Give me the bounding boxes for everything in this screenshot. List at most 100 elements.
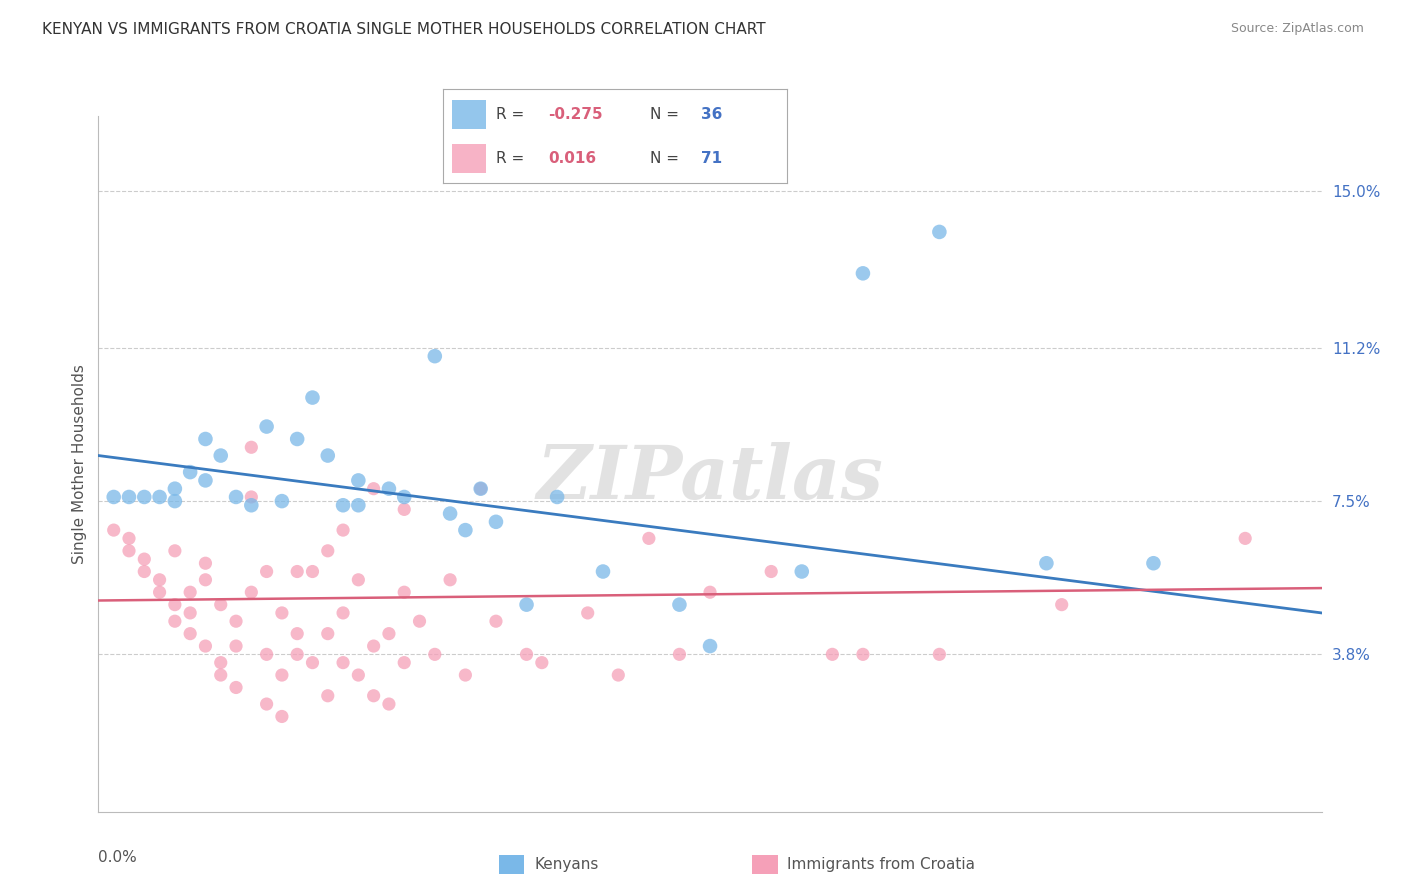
Bar — [451, 100, 486, 129]
Text: ZIPatlas: ZIPatlas — [537, 442, 883, 514]
Text: R =: R = — [496, 107, 524, 122]
Point — [316, 449, 339, 463]
Point — [149, 490, 172, 504]
Point — [179, 626, 201, 640]
Point — [270, 606, 294, 620]
Point — [118, 532, 141, 546]
Point — [392, 656, 416, 670]
Point — [240, 585, 263, 599]
Point — [546, 490, 568, 504]
Point — [225, 490, 247, 504]
Point — [149, 585, 172, 599]
Point — [225, 639, 247, 653]
Point — [637, 532, 661, 546]
Point — [928, 225, 950, 239]
Point — [470, 482, 492, 496]
Y-axis label: Single Mother Households: Single Mother Households — [72, 364, 87, 564]
Point — [285, 626, 308, 640]
Point — [1234, 532, 1257, 546]
Point — [194, 556, 217, 570]
Point — [179, 606, 201, 620]
Point — [225, 681, 247, 695]
Point — [439, 573, 461, 587]
Point — [592, 565, 614, 579]
Point — [852, 266, 875, 280]
Point — [363, 689, 385, 703]
Point — [378, 697, 401, 711]
Point — [194, 573, 217, 587]
Point — [179, 465, 201, 479]
Point — [256, 419, 278, 434]
Point — [301, 391, 323, 405]
Point — [256, 697, 278, 711]
Point — [103, 490, 125, 504]
Point — [163, 598, 186, 612]
Point — [194, 432, 217, 446]
Point — [270, 668, 294, 682]
Point — [470, 482, 492, 496]
Point — [363, 639, 385, 653]
Point — [347, 498, 370, 512]
Point — [209, 449, 232, 463]
Point — [301, 565, 323, 579]
Point — [408, 614, 430, 628]
Point — [194, 639, 217, 653]
Point — [607, 668, 630, 682]
Point — [423, 648, 446, 662]
Text: N =: N = — [650, 151, 679, 166]
Point — [378, 482, 401, 496]
Point — [209, 668, 232, 682]
Text: KENYAN VS IMMIGRANTS FROM CROATIA SINGLE MOTHER HOUSEHOLDS CORRELATION CHART: KENYAN VS IMMIGRANTS FROM CROATIA SINGLE… — [42, 22, 766, 37]
Point — [516, 598, 538, 612]
Point — [392, 585, 416, 599]
Text: Kenyans: Kenyans — [534, 857, 599, 871]
Text: 36: 36 — [702, 107, 723, 122]
Point — [439, 507, 461, 521]
Text: -0.275: -0.275 — [548, 107, 603, 122]
Text: Immigrants from Croatia: Immigrants from Croatia — [787, 857, 976, 871]
Point — [316, 626, 339, 640]
Point — [332, 656, 354, 670]
Text: Source: ZipAtlas.com: Source: ZipAtlas.com — [1230, 22, 1364, 36]
Point — [270, 494, 294, 508]
Point — [163, 544, 186, 558]
Text: N =: N = — [650, 107, 679, 122]
Point — [423, 349, 446, 363]
Point — [485, 515, 508, 529]
Point — [301, 656, 323, 670]
Point — [363, 482, 385, 496]
Point — [852, 648, 875, 662]
Point — [134, 552, 156, 566]
Point — [256, 648, 278, 662]
Point — [790, 565, 813, 579]
Point — [332, 523, 354, 537]
Bar — [451, 144, 486, 173]
Point — [256, 565, 278, 579]
Point — [668, 598, 690, 612]
Point — [149, 573, 172, 587]
Point — [392, 502, 416, 516]
Point — [118, 544, 141, 558]
Point — [347, 668, 370, 682]
Point — [485, 614, 508, 628]
Point — [1035, 556, 1057, 570]
Point — [668, 648, 690, 662]
Point — [134, 490, 156, 504]
Point — [134, 565, 156, 579]
Point — [347, 474, 370, 488]
Point — [699, 585, 721, 599]
Point — [270, 709, 294, 723]
Point — [454, 523, 477, 537]
Point — [759, 565, 782, 579]
Point — [225, 614, 247, 628]
Point — [209, 598, 232, 612]
Point — [179, 585, 201, 599]
Point — [332, 606, 354, 620]
Point — [163, 494, 186, 508]
Point — [285, 432, 308, 446]
Point — [209, 656, 232, 670]
Point — [347, 573, 370, 587]
Text: 71: 71 — [702, 151, 723, 166]
Point — [240, 498, 263, 512]
Point — [821, 648, 844, 662]
